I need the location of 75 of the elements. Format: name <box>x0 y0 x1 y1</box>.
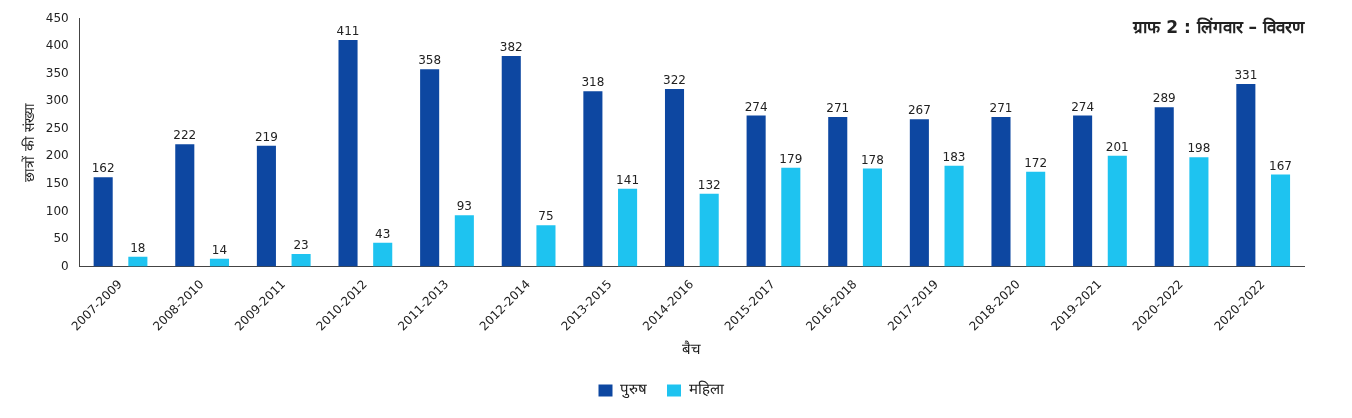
bar <box>699 193 719 267</box>
data-label: 162 <box>91 161 115 176</box>
data-label: 274 <box>1071 99 1095 114</box>
bar <box>828 117 848 267</box>
y-tick-label: 50 <box>53 231 69 246</box>
y-tick-label: 400 <box>45 38 69 53</box>
bar <box>944 165 964 267</box>
data-label: 219 <box>254 129 278 144</box>
y-tick-label: 250 <box>45 120 69 135</box>
data-label: 318 <box>581 75 605 90</box>
bar <box>1270 174 1291 267</box>
data-label: 271 <box>989 101 1013 116</box>
data-label: 179 <box>779 151 803 166</box>
bar <box>1236 84 1256 267</box>
data-label: 167 <box>1269 158 1292 173</box>
data-label: 172 <box>1024 155 1048 170</box>
data-label: 93 <box>456 199 472 214</box>
bar <box>746 115 766 267</box>
data-label: 289 <box>1152 91 1176 106</box>
data-label: 382 <box>499 40 523 55</box>
data-label: 271 <box>826 101 850 116</box>
data-label: 183 <box>942 149 966 164</box>
data-label: 23 <box>293 238 309 253</box>
bar <box>209 258 230 267</box>
data-label: 43 <box>375 226 391 241</box>
data-label: 411 <box>336 24 360 39</box>
data-label: 222 <box>173 128 197 143</box>
data-label: 14 <box>211 242 228 257</box>
bar <box>1073 115 1093 267</box>
data-label: 267 <box>907 103 931 118</box>
bar <box>501 55 521 267</box>
y-tick-label: 200 <box>45 148 69 163</box>
bar <box>454 215 474 267</box>
bar <box>175 144 195 267</box>
y-tick-label: 100 <box>45 203 69 218</box>
x-axis-title: बैच <box>682 339 702 358</box>
bar <box>1107 155 1127 267</box>
y-tick-label: 0 <box>61 258 69 273</box>
y-axis-title: छात्रों की संख्या <box>21 103 38 182</box>
bar <box>128 256 148 267</box>
data-label: 331 <box>1234 68 1258 83</box>
y-tick-label: 350 <box>45 65 69 80</box>
data-label: 322 <box>663 73 686 88</box>
bar <box>664 88 685 267</box>
y-tick-label: 150 <box>45 175 69 190</box>
bar <box>618 188 638 267</box>
bar <box>373 242 393 267</box>
bar <box>1026 171 1046 267</box>
data-label: 132 <box>697 177 721 192</box>
bar <box>93 177 113 267</box>
bar <box>536 225 556 267</box>
legend-label: पुरुष <box>620 380 647 400</box>
bar <box>1189 157 1209 267</box>
bar <box>781 167 801 267</box>
data-label: 358 <box>418 53 442 68</box>
data-label: 178 <box>860 152 884 167</box>
data-label: 201 <box>1105 139 1129 154</box>
bar <box>991 117 1011 267</box>
bar <box>291 253 311 267</box>
bar <box>420 69 440 267</box>
data-label: 75 <box>538 209 554 224</box>
data-label: 141 <box>616 172 640 187</box>
y-tick-label: 450 <box>45 10 69 25</box>
legend-label: महिला <box>688 380 725 399</box>
bar <box>1154 107 1174 267</box>
data-label: 198 <box>1187 141 1211 156</box>
data-label: 18 <box>130 240 146 255</box>
bar <box>583 91 603 267</box>
bar <box>862 168 882 267</box>
bar <box>256 145 276 267</box>
y-tick-label: 300 <box>45 93 69 108</box>
data-label: 274 <box>744 99 768 114</box>
bar <box>338 39 358 267</box>
chart-title: ग्राफ 2 : लिंगवार – विवरण <box>1132 16 1305 37</box>
bar <box>909 119 929 267</box>
